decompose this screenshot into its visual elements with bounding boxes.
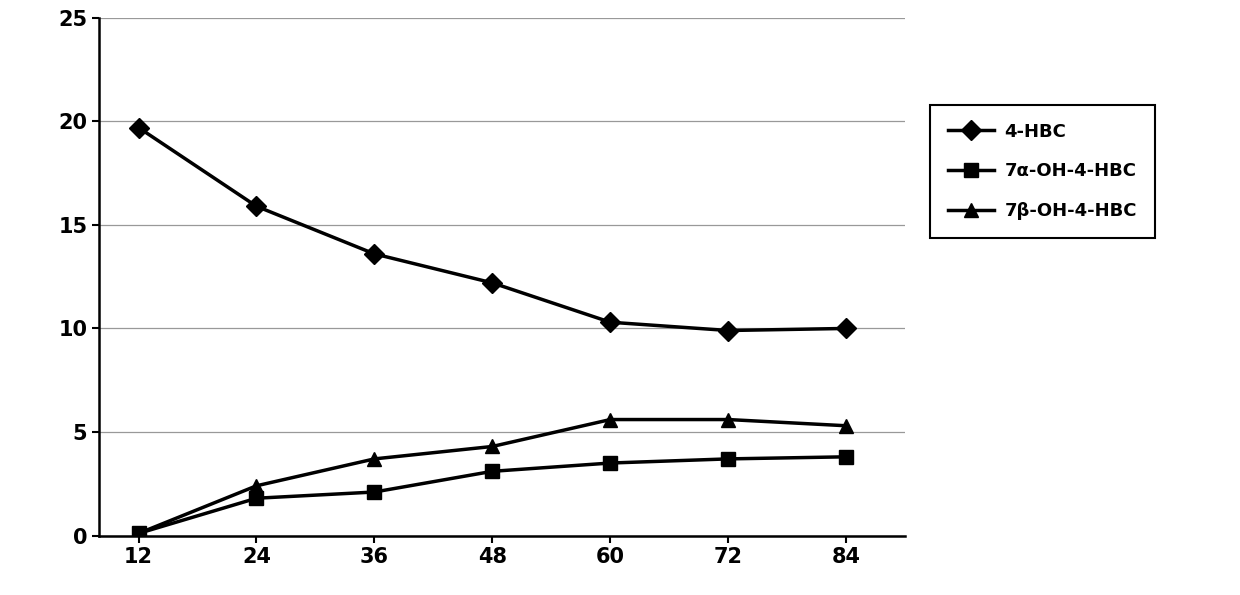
7α-OH-4-HBC	[603, 459, 618, 466]
Line: 4-HBC: 4-HBC	[131, 121, 853, 337]
Line: 7β-OH-4-HBC: 7β-OH-4-HBC	[131, 412, 853, 540]
7β-OH-4-HBC	[249, 482, 264, 489]
7α-OH-4-HBC	[249, 494, 264, 502]
Line: 7α-OH-4-HBC: 7α-OH-4-HBC	[131, 450, 853, 540]
7α-OH-4-HBC	[367, 488, 382, 496]
7α-OH-4-HBC	[838, 453, 853, 461]
Legend: 4-HBC, 7α-OH-4-HBC, 7β-OH-4-HBC: 4-HBC, 7α-OH-4-HBC, 7β-OH-4-HBC	[930, 105, 1154, 238]
7α-OH-4-HBC	[720, 455, 735, 462]
4-HBC	[720, 327, 735, 334]
4-HBC	[367, 250, 382, 258]
4-HBC	[131, 124, 146, 131]
7β-OH-4-HBC	[838, 422, 853, 430]
4-HBC	[485, 279, 500, 286]
7α-OH-4-HBC	[131, 530, 146, 537]
4-HBC	[249, 203, 264, 210]
7β-OH-4-HBC	[720, 416, 735, 423]
4-HBC	[838, 325, 853, 332]
7β-OH-4-HBC	[485, 443, 500, 450]
7α-OH-4-HBC	[485, 468, 500, 475]
7β-OH-4-HBC	[603, 416, 618, 423]
7β-OH-4-HBC	[367, 455, 382, 462]
7β-OH-4-HBC	[131, 530, 146, 537]
4-HBC	[603, 319, 618, 326]
